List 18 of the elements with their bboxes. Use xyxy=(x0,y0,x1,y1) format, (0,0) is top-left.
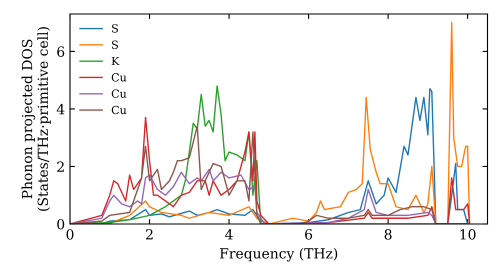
legend-label: Cu xyxy=(112,89,126,98)
x-tick-label: 4 xyxy=(225,229,233,240)
x-tick-label: 8 xyxy=(384,229,392,240)
legend-label: S xyxy=(112,24,118,33)
x-axis-title: Frequency (THz) xyxy=(220,248,338,262)
x-tick-label: 2 xyxy=(146,229,153,240)
y-tick-label: 2 xyxy=(57,161,64,172)
y-tick-label: 4 xyxy=(56,104,64,114)
x-tick-label: 10 xyxy=(460,229,476,240)
y-tick-label: 6 xyxy=(57,46,64,57)
y-tick-label: 0 xyxy=(57,218,64,230)
x-tick-label: 6 xyxy=(305,229,312,240)
legend-label: Cu xyxy=(112,106,126,114)
x-tick-label: 0 xyxy=(66,229,74,240)
legend-label: K xyxy=(112,56,120,66)
legend-label: Cu xyxy=(112,73,126,82)
y-axis-title: Phonon projected DOS (States/THz·primitive cell) xyxy=(22,27,51,211)
legend-label: S xyxy=(112,40,118,49)
